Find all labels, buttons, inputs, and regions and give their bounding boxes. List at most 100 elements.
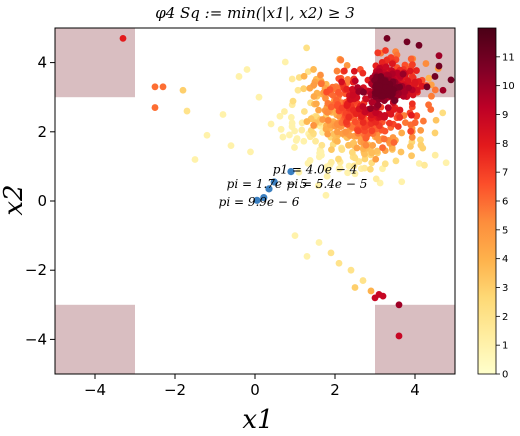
outlier-point bbox=[235, 73, 243, 80]
x-axis-ticks: −4 −2 0 2 4 bbox=[84, 374, 420, 399]
cloud-point bbox=[344, 75, 352, 83]
shaded-region-4 bbox=[375, 304, 455, 374]
annotation-1: p1 = 4.0e − 4 bbox=[273, 162, 358, 176]
cloud-point bbox=[398, 129, 406, 137]
cloud-point bbox=[350, 162, 358, 170]
cloud-point bbox=[367, 105, 374, 113]
outlier-point bbox=[347, 266, 355, 274]
cloud-point bbox=[304, 68, 312, 76]
cloud-point bbox=[380, 135, 388, 143]
cloud-point bbox=[392, 157, 400, 165]
cloud-point bbox=[417, 126, 425, 134]
cloud-point bbox=[425, 74, 433, 82]
cloud-point bbox=[374, 49, 382, 57]
cloud-point bbox=[396, 83, 404, 91]
cloud-point bbox=[288, 75, 296, 83]
colorbar-tick-label: 11 bbox=[502, 52, 515, 63]
cloud-point bbox=[432, 116, 440, 124]
cloud-point bbox=[419, 117, 427, 125]
chart-title: φ4 Sq := min(|x1|, x2) ≥ 3 bbox=[155, 4, 355, 22]
outlier-point bbox=[359, 277, 367, 284]
cloud-point bbox=[391, 97, 398, 104]
cloud-point bbox=[323, 88, 330, 96]
cloud-point bbox=[340, 67, 348, 75]
cloud-point bbox=[343, 85, 351, 93]
cloud-point bbox=[333, 67, 341, 75]
cloud-point bbox=[324, 116, 332, 124]
cloud-point bbox=[288, 123, 296, 131]
cloud-point bbox=[281, 58, 289, 66]
cloud-point bbox=[300, 72, 308, 80]
outlier-point bbox=[227, 142, 235, 150]
cloud-point bbox=[335, 155, 342, 163]
cloud-point bbox=[361, 164, 369, 172]
outlier-point bbox=[431, 73, 439, 80]
cloud-point bbox=[421, 161, 428, 169]
colorbar-ticks: 0 1 2 3 4 5 6 7 8 9 10 11 bbox=[496, 52, 515, 381]
cloud-point bbox=[345, 141, 352, 149]
cloud-point bbox=[319, 116, 327, 123]
cloud-point bbox=[295, 168, 303, 176]
cloud-point bbox=[338, 146, 346, 154]
point-cloud bbox=[247, 44, 450, 199]
cloud-point bbox=[361, 155, 369, 163]
cloud-point bbox=[333, 137, 341, 145]
cloud-point bbox=[351, 154, 359, 162]
cloud-point bbox=[431, 129, 439, 137]
cloud-point bbox=[387, 110, 395, 118]
cloud-point bbox=[345, 113, 353, 121]
cloud-point bbox=[310, 66, 317, 73]
outlier-point bbox=[351, 284, 359, 291]
cloud-point bbox=[397, 148, 405, 156]
cloud-point bbox=[372, 155, 380, 163]
cloud-point bbox=[378, 58, 386, 66]
cloud-point bbox=[379, 92, 386, 100]
cloud-point bbox=[381, 113, 389, 121]
colorbar-tick-label: 8 bbox=[502, 139, 508, 150]
outlier-point bbox=[291, 232, 299, 240]
outlier-point bbox=[159, 83, 167, 91]
cloud-point bbox=[431, 86, 439, 94]
cloud-point bbox=[427, 106, 435, 113]
cloud-point bbox=[374, 101, 382, 109]
cloud-point bbox=[396, 106, 404, 114]
cloud-point bbox=[390, 139, 398, 146]
cloud-point bbox=[418, 82, 426, 90]
y-tick-label: 2 bbox=[37, 123, 47, 141]
x-axis-label: x1 bbox=[242, 405, 273, 435]
cloud-point bbox=[408, 152, 415, 160]
cloud-point bbox=[408, 100, 416, 108]
cloud-point bbox=[353, 144, 361, 152]
annotations: p1 = 4.0e − 4pi = 1.7e − 5pi = 5.4e − 5 p… bbox=[219, 162, 368, 209]
outlier-point bbox=[243, 66, 251, 73]
outlier-point bbox=[403, 38, 411, 46]
cloud-point bbox=[390, 106, 398, 113]
cloud-point bbox=[317, 71, 324, 79]
highlight-point bbox=[270, 178, 278, 186]
cloud-point bbox=[298, 126, 306, 134]
cloud-point bbox=[277, 125, 285, 133]
outlier-points bbox=[119, 34, 455, 340]
cloud-point bbox=[318, 141, 326, 149]
cloud-point bbox=[329, 91, 337, 99]
y-tick-label: 0 bbox=[37, 192, 47, 210]
y-tick-label: −2 bbox=[25, 261, 47, 279]
cloud-point bbox=[362, 141, 370, 149]
cloud-point bbox=[344, 169, 352, 177]
cloud-point bbox=[322, 94, 329, 102]
cloud-point bbox=[360, 88, 367, 96]
outlier-point bbox=[315, 239, 323, 246]
cloud-point bbox=[372, 109, 380, 117]
colorbar-tick-label: 6 bbox=[502, 197, 508, 208]
cloud-point bbox=[267, 120, 275, 128]
cloud-point bbox=[381, 127, 389, 135]
cloud-point bbox=[405, 84, 413, 92]
outlier-point bbox=[191, 156, 199, 163]
highlight-point bbox=[253, 196, 261, 204]
x-tick-label: −2 bbox=[164, 381, 186, 399]
cloud-point bbox=[368, 127, 376, 135]
colorbar-tick-label: 4 bbox=[502, 254, 508, 265]
outlier-point bbox=[203, 131, 211, 139]
cloud-point bbox=[379, 144, 386, 152]
